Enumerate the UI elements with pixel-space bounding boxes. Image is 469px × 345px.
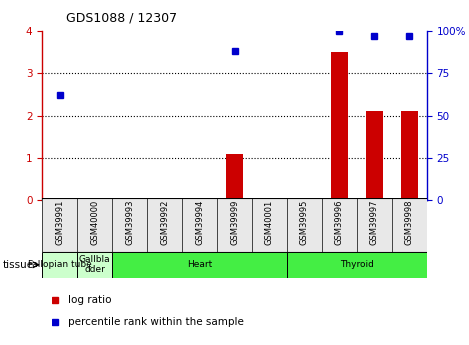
Text: GSM39992: GSM39992 [160, 200, 169, 245]
Text: percentile rank within the sample: percentile rank within the sample [68, 317, 244, 327]
Bar [392, 198, 427, 252]
Text: GSM39991: GSM39991 [55, 200, 64, 245]
Bar [322, 198, 357, 252]
Bar [77, 198, 112, 252]
Bar [51, 198, 68, 200]
Bar [42, 252, 77, 278]
Text: GSM39995: GSM39995 [300, 200, 309, 245]
Bar [112, 198, 147, 252]
Text: GSM39998: GSM39998 [405, 200, 414, 246]
Text: GSM39997: GSM39997 [370, 200, 379, 246]
Bar [217, 198, 252, 252]
Text: Thyroid: Thyroid [340, 260, 374, 269]
Text: tissue: tissue [2, 260, 33, 270]
Bar [287, 198, 322, 252]
Bar [357, 198, 392, 252]
Bar [401, 111, 418, 200]
Text: GSM39996: GSM39996 [335, 200, 344, 246]
Bar [331, 52, 348, 200]
Bar [112, 252, 287, 278]
Text: Heart: Heart [187, 260, 212, 269]
Text: GSM40000: GSM40000 [90, 200, 99, 245]
Bar [77, 252, 112, 278]
Text: GSM39999: GSM39999 [230, 200, 239, 245]
Bar [182, 198, 217, 252]
Text: GSM39994: GSM39994 [195, 200, 204, 245]
Bar [226, 154, 243, 200]
Text: log ratio: log ratio [68, 295, 111, 305]
Text: GSM40001: GSM40001 [265, 200, 274, 245]
Bar [147, 198, 182, 252]
Text: Gallbla
dder: Gallbla dder [79, 255, 111, 274]
Text: Fallopian tube: Fallopian tube [28, 260, 91, 269]
Text: GDS1088 / 12307: GDS1088 / 12307 [66, 11, 177, 24]
Bar [287, 252, 427, 278]
Text: GSM39993: GSM39993 [125, 200, 134, 246]
Bar [252, 198, 287, 252]
Bar [366, 111, 383, 200]
Bar [42, 198, 77, 252]
